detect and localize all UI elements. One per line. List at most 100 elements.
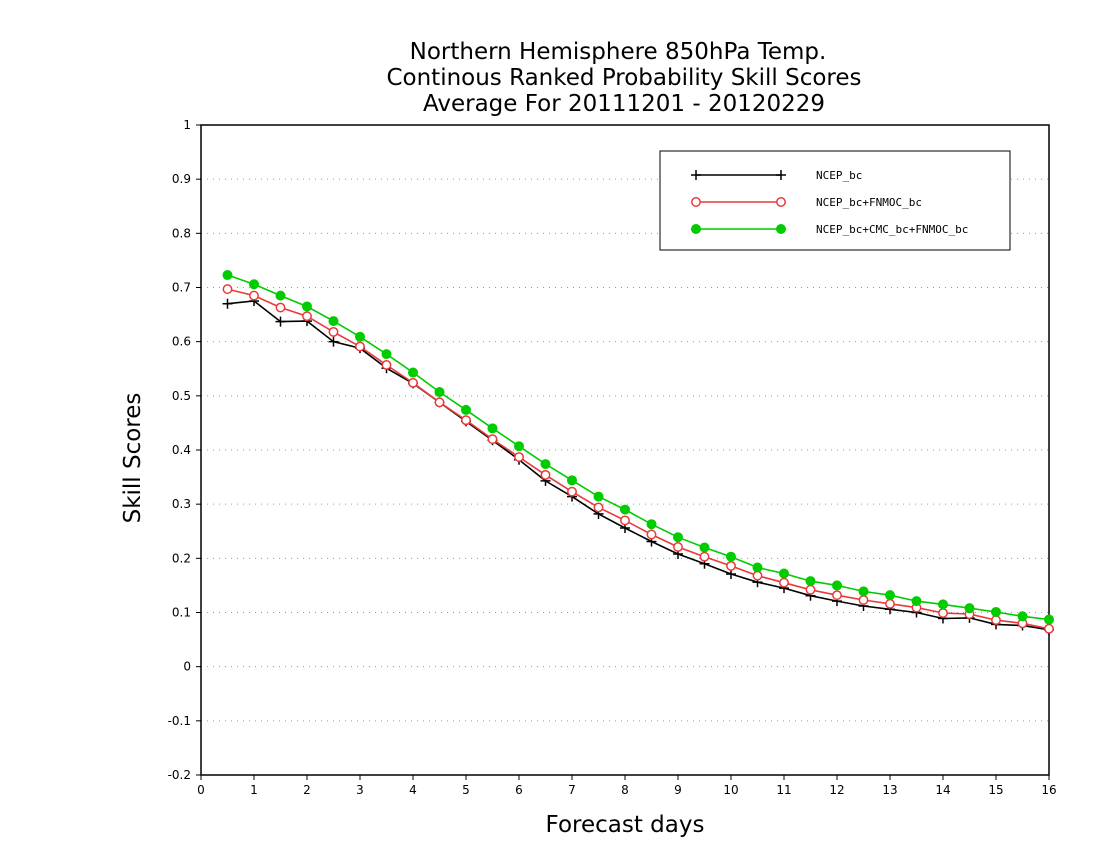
data-point xyxy=(514,441,524,452)
data-point xyxy=(673,532,683,543)
data-point xyxy=(302,311,312,322)
data-point xyxy=(964,603,975,614)
y-tick-label: 0.9 xyxy=(172,172,191,186)
data-point xyxy=(1044,623,1054,634)
data-point xyxy=(673,542,683,552)
x-tick-label: 0 xyxy=(197,783,205,797)
data-point xyxy=(646,529,657,540)
y-tick-label: 0.3 xyxy=(172,497,191,511)
x-tick-label: 13 xyxy=(882,783,897,797)
chart-title: Northern Hemisphere 850hPa Temp. Contino… xyxy=(386,39,861,117)
data-point xyxy=(593,491,604,502)
legend-entry: NCEP_bc+FNMOC_bc xyxy=(691,196,922,209)
legend: NCEP_bc NCEP_bc+FNMOC_bc NCEP_bc+CMC_bc+FN… xyxy=(659,150,1011,251)
data-point xyxy=(832,590,842,601)
data-point xyxy=(540,469,551,480)
data-point xyxy=(249,290,259,301)
data-point xyxy=(275,302,286,313)
y-tick-label: 0.5 xyxy=(172,389,191,403)
grid xyxy=(201,178,1049,722)
data-point xyxy=(381,349,392,360)
legend-box xyxy=(659,150,1011,251)
data-point xyxy=(567,486,577,497)
data-point xyxy=(1017,611,1028,622)
x-tick-label: 7 xyxy=(568,783,576,797)
x-tick-label: 3 xyxy=(356,783,364,797)
data-point xyxy=(726,551,736,562)
data-point xyxy=(752,570,763,581)
x-axis-label: Forecast days xyxy=(546,812,705,838)
data-point xyxy=(222,270,233,281)
series-line xyxy=(227,300,1050,631)
data-point xyxy=(938,599,948,610)
data-point xyxy=(461,404,471,415)
data-point xyxy=(1044,614,1054,625)
legend-marker xyxy=(691,197,701,207)
x-tick-label: 14 xyxy=(935,783,950,797)
legend-marker xyxy=(776,197,786,207)
y-tick-label: 0 xyxy=(183,660,191,674)
data-point xyxy=(991,606,1001,617)
data-point xyxy=(620,504,630,515)
data-point xyxy=(832,580,842,591)
title-line-3: Average For 20111201 - 20120229 xyxy=(423,91,825,117)
y-axis-label: Skill Scores xyxy=(120,393,146,524)
title-line-2: Continous Ranked Probability Skill Score… xyxy=(386,65,861,91)
data-point xyxy=(779,568,789,579)
data-series xyxy=(222,270,1054,635)
legend-marker xyxy=(776,224,786,234)
x-tick-label: 2 xyxy=(303,783,311,797)
data-point xyxy=(275,290,286,301)
data-point xyxy=(593,502,604,513)
y-tick-label: 0.4 xyxy=(172,443,191,457)
data-point xyxy=(408,377,418,388)
data-point xyxy=(858,595,869,605)
data-point xyxy=(805,576,816,587)
data-point xyxy=(540,459,551,470)
x-tick-label: 5 xyxy=(462,783,470,797)
data-point xyxy=(302,301,312,312)
series-line xyxy=(227,274,1050,621)
y-tick-label: 0.7 xyxy=(172,281,191,295)
data-point xyxy=(779,577,789,588)
x-tick-label: 16 xyxy=(1041,783,1056,797)
data-point xyxy=(938,608,948,618)
legend-label: NCEP_bc+CMC_bc+FNMOC_bc xyxy=(816,223,968,236)
data-point xyxy=(328,336,339,347)
legend-label: NCEP_bc+FNMOC_bc xyxy=(816,196,922,209)
x-tick-label: 10 xyxy=(723,783,738,797)
data-point xyxy=(355,341,365,352)
series-line xyxy=(227,288,1050,630)
data-point xyxy=(885,598,895,609)
data-point xyxy=(275,316,286,327)
data-point xyxy=(381,360,392,370)
data-point xyxy=(805,584,816,595)
legend-marker xyxy=(776,170,786,180)
data-point xyxy=(355,331,365,342)
data-point xyxy=(752,562,763,573)
y-axis-ticks: -0.2 -0.1 0 0.1 0.2 0.3 0.4 0.5 0.6 0.7 0.8 0.9 1 xyxy=(168,118,201,782)
data-point xyxy=(461,415,471,426)
x-tick-label: 11 xyxy=(776,783,791,797)
y-tick-label: 1 xyxy=(183,118,191,132)
title-line-1: Northern Hemisphere 850hPa Temp. xyxy=(410,39,827,65)
legend-entry: NCEP_bc xyxy=(691,169,862,182)
data-point xyxy=(991,615,1001,626)
data-point xyxy=(434,387,445,398)
data-point xyxy=(487,434,498,445)
y-tick-label: 0.8 xyxy=(172,226,191,240)
series-1 xyxy=(222,284,1054,634)
data-point xyxy=(328,316,339,327)
x-axis-ticks: 0 1 2 3 4 5 6 7 8 9 10 11 12 13 14 15 16 xyxy=(197,775,1057,797)
legend-marker xyxy=(691,170,701,180)
data-point xyxy=(911,596,922,607)
series-0 xyxy=(222,296,1054,635)
x-tick-label: 4 xyxy=(409,783,417,797)
data-point xyxy=(699,542,710,553)
data-point xyxy=(620,515,630,526)
x-tick-label: 12 xyxy=(829,783,844,797)
x-tick-label: 8 xyxy=(621,783,629,797)
data-point xyxy=(222,284,233,295)
y-tick-label: -0.1 xyxy=(168,714,191,728)
